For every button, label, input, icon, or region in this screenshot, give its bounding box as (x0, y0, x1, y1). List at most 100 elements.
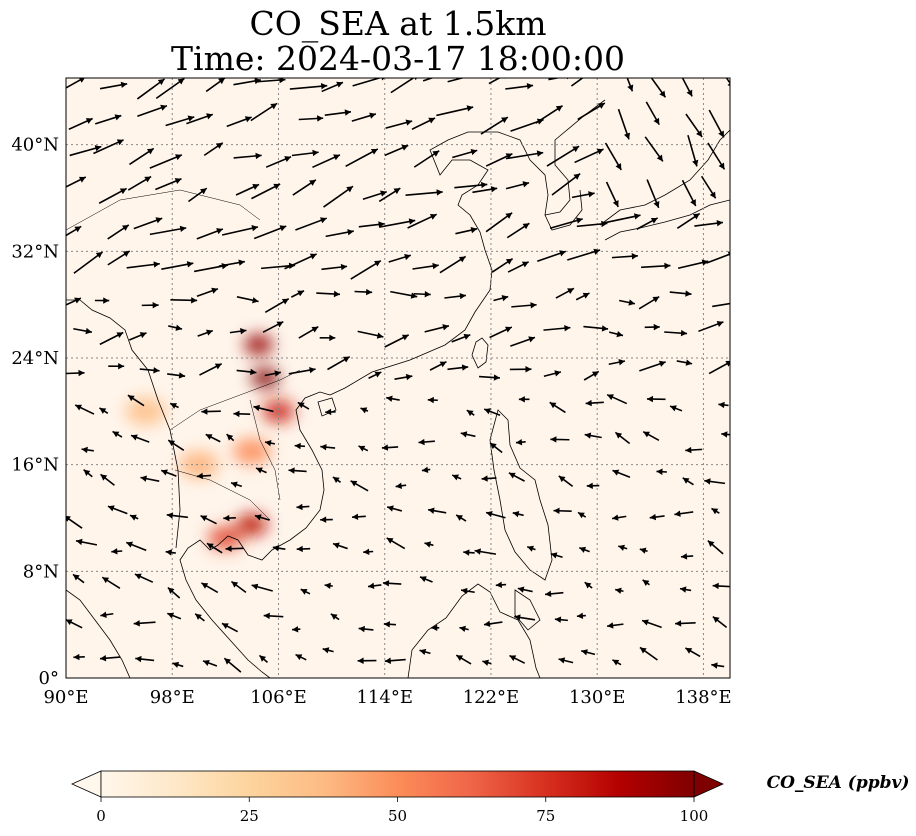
wind-vector (320, 443, 336, 451)
wind-vector (350, 259, 382, 280)
wind-vector (165, 115, 195, 127)
wind-vector (712, 615, 728, 629)
wind-vector (493, 295, 509, 302)
wind-vector (575, 292, 590, 301)
wind-vector (721, 431, 730, 438)
wind-vector (682, 477, 694, 486)
wind-vector (481, 475, 497, 482)
wind-vector (73, 653, 85, 661)
wind-vector (549, 217, 583, 230)
wind-vector (644, 323, 660, 331)
wind-vector (272, 545, 286, 552)
lon-tick-label: 114°E (356, 687, 413, 708)
wind-vector (264, 298, 290, 313)
wind-vector (614, 431, 631, 445)
wind-vector (324, 582, 333, 589)
wind-vector (169, 402, 179, 409)
wind-vector (460, 431, 476, 438)
wind-vector (413, 150, 440, 168)
wind-vector (585, 399, 604, 407)
wind-vector (258, 654, 269, 663)
wind-vector (612, 514, 627, 521)
wind-vector (197, 329, 214, 337)
wind-vector (264, 370, 281, 377)
wind-vector (161, 261, 194, 271)
colorbar-extend-low (71, 770, 102, 798)
wind-vector (236, 296, 259, 304)
wind-vector (544, 590, 564, 598)
wind-vector (636, 217, 659, 230)
wind-vector (94, 114, 122, 125)
wind-vector (707, 540, 724, 555)
wind-vector (681, 179, 697, 207)
wind-vector (535, 104, 564, 124)
wind-vector (66, 515, 83, 529)
wind-vector (571, 191, 595, 199)
wind-vector (485, 212, 513, 233)
wind-vector (358, 625, 374, 633)
wind-vector (482, 659, 492, 666)
wind-vector (69, 145, 102, 157)
wind-vector (664, 329, 688, 337)
wind-vector (73, 251, 104, 274)
wind-vector (455, 654, 472, 665)
wind-vector (223, 657, 242, 673)
wind-vector (253, 225, 287, 240)
wind-vector (83, 469, 93, 478)
wind-vector (168, 324, 183, 331)
wind-vector (483, 408, 501, 416)
wind-vector (230, 580, 247, 593)
wind-vector (536, 250, 567, 263)
wind-vector (388, 253, 412, 263)
wind-vector (712, 302, 730, 308)
wind-vector (130, 434, 150, 443)
wind-vector (378, 218, 416, 228)
wind-vector (66, 225, 82, 237)
wind-vector (99, 81, 128, 90)
wind-vector (264, 439, 276, 447)
wind-vector (577, 102, 606, 121)
wind-vector (553, 507, 572, 515)
wind-vector (431, 624, 440, 632)
wind-vector (511, 302, 537, 309)
lon-tick-label: 122°E (463, 687, 520, 708)
wind-vector (160, 469, 177, 477)
colorbar-tick-label: 25 (240, 807, 259, 825)
wind-vector (255, 467, 267, 474)
wind-vector (218, 259, 245, 267)
wind-vector (444, 292, 467, 300)
wind-vector (382, 580, 402, 587)
wind-vector (322, 647, 334, 654)
wind-vector (390, 78, 417, 94)
wind-vector (485, 152, 513, 167)
wind-vector (385, 119, 413, 129)
wind-vector (289, 83, 328, 90)
wind-vector (451, 474, 462, 481)
wind-vector (558, 657, 574, 664)
wind-vector (642, 579, 650, 586)
wind-vector (66, 618, 83, 629)
wind-vector (642, 431, 660, 442)
wind-vector (134, 573, 154, 583)
wind-vector (581, 649, 596, 656)
wind-vector (101, 576, 121, 589)
wind-vector (288, 467, 307, 474)
wind-vector (294, 442, 305, 450)
wind-vector (332, 542, 348, 550)
wind-vector (221, 622, 239, 633)
wind-vector (436, 105, 474, 117)
wind-vector (646, 179, 660, 209)
wind-vector (583, 370, 600, 381)
wind-vector (394, 373, 413, 381)
wind-vector (226, 116, 252, 128)
colorbar-tick-label: 100 (680, 807, 709, 825)
wind-vector (298, 115, 324, 122)
wind-vector (429, 360, 447, 371)
wind-vector (407, 213, 438, 229)
wind-vector (362, 190, 387, 201)
wind-vector (480, 116, 509, 135)
wind-vector (352, 78, 385, 87)
colorbar-gradient (101, 771, 694, 797)
wind-vector (167, 586, 181, 599)
wind-vector (233, 152, 262, 160)
